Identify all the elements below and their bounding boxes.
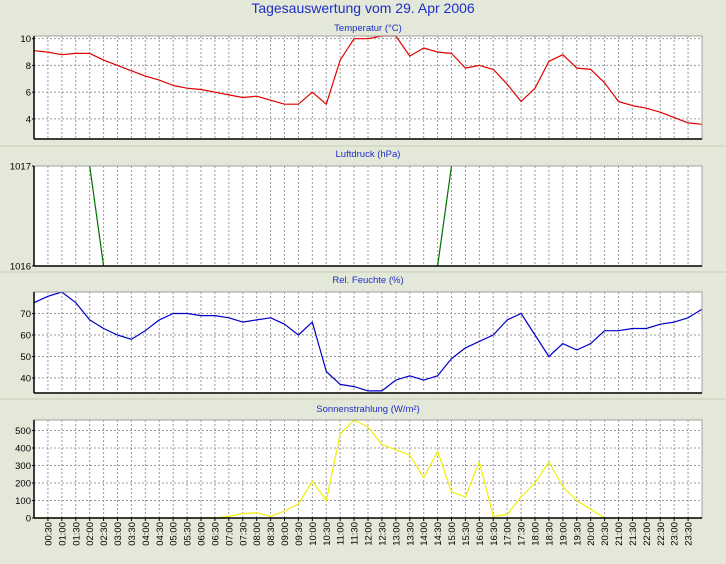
series-line [33,291,703,392]
x-tick-label: 16:30 [489,522,500,546]
x-tick-label: 05:30 [183,522,194,546]
x-tick-label: 21:00 [614,522,625,546]
panel-title: Luftdruck (hPa) [336,149,401,160]
x-tick-label: 02:00 [85,522,96,546]
y-tick-label: 10 [20,34,31,45]
x-tick-label: 12:30 [377,522,388,546]
x-tick-label: 22:30 [656,522,667,546]
x-tick-label: 01:00 [57,522,68,546]
y-tick-label: 0 [26,514,31,525]
y-tick-label: 400 [15,444,31,455]
x-tick-label: 12:00 [364,522,375,546]
x-tick-label: 07:30 [238,522,249,546]
y-tick-label: 60 [20,330,31,341]
x-tick-label: 03:30 [127,522,138,546]
series-line [33,35,703,125]
y-tick-label: 100 [15,496,31,507]
x-tick-label: 08:30 [266,522,277,546]
panel-title: Temperatur (°C) [334,23,402,34]
page-title: Tagesauswertung vom 29. Apr 2006 [251,0,475,16]
chart-panel-0: 4 6 8 10 Temperatur (°C) [20,23,703,140]
x-tick-label: 21:30 [628,522,639,546]
x-tick-label: 23:30 [684,522,695,546]
x-tick-label: 00:30 [43,522,54,546]
x-tick-label: 04:00 [141,522,152,546]
x-tick-label: 15:00 [447,522,458,546]
x-tick-label: 09:30 [294,522,305,546]
y-tick-label: 1017 [10,162,31,173]
y-tick-label: 500 [15,426,31,437]
x-tick-label: 18:00 [531,522,542,546]
x-tick-label: 10:00 [308,522,319,546]
x-tick-label: 23:00 [670,522,681,546]
x-tick-label: 06:30 [210,522,221,546]
x-tick-label: 06:00 [197,522,208,546]
x-tick-label: 16:00 [475,522,486,546]
x-tick-label: 20:30 [600,522,611,546]
x-tick-label: 11:30 [350,522,361,545]
x-tick-label: 02:30 [99,522,110,546]
y-tick-label: 4 [26,114,31,125]
x-tick-label: 17:30 [517,522,528,546]
chart-panel-2: 40 50 60 70 Rel. Feuchte (%) [20,275,703,394]
y-tick-label: 50 [20,352,31,363]
x-tick-label: 14:30 [433,522,444,546]
series-line [89,165,105,267]
x-tick-label: 18:30 [544,522,555,546]
x-tick-label: 22:00 [642,522,653,546]
x-tick-label: 08:00 [252,522,263,546]
x-tick-label: 17:00 [503,522,514,546]
y-tick-label: 200 [15,479,31,490]
x-tick-label: 14:00 [419,522,430,546]
y-tick-label: 40 [20,373,31,384]
x-tick-label: 04:30 [155,522,166,546]
x-tick-label: 11:00 [336,522,347,545]
x-tick-label: 01:30 [71,522,82,546]
x-tick-label: 20:00 [586,522,597,546]
chart-panel-1: 1016 1017 Luftdruck (hPa) [10,149,703,273]
y-tick-label: 1016 [10,262,31,273]
x-tick-label: 09:00 [280,522,291,546]
chart-panel-3: 0 100 200 300 400 500 Sonnenstrahlung (W/m²) [15,404,703,525]
x-tick-label: 19:00 [558,522,569,546]
plot-area [34,36,702,139]
x-tick-label: 13:00 [391,522,402,546]
series-line [437,165,453,267]
x-tick-label: 03:00 [113,522,124,546]
y-tick-label: 300 [15,461,31,472]
x-tick-label: 13:30 [405,522,416,546]
x-tick-label: 19:30 [572,522,583,546]
y-tick-label: 8 [26,61,31,72]
y-tick-label: 6 [26,88,31,99]
panel-title: Sonnenstrahlung (W/m²) [316,404,419,415]
panel-title: Rel. Feuchte (%) [332,275,403,286]
x-tick-label: 10:30 [322,522,333,546]
x-tick-label: 07:00 [224,522,235,546]
y-tick-label: 70 [20,309,31,320]
x-tick-label: 05:00 [169,522,180,546]
x-tick-label: 15:30 [461,522,472,546]
